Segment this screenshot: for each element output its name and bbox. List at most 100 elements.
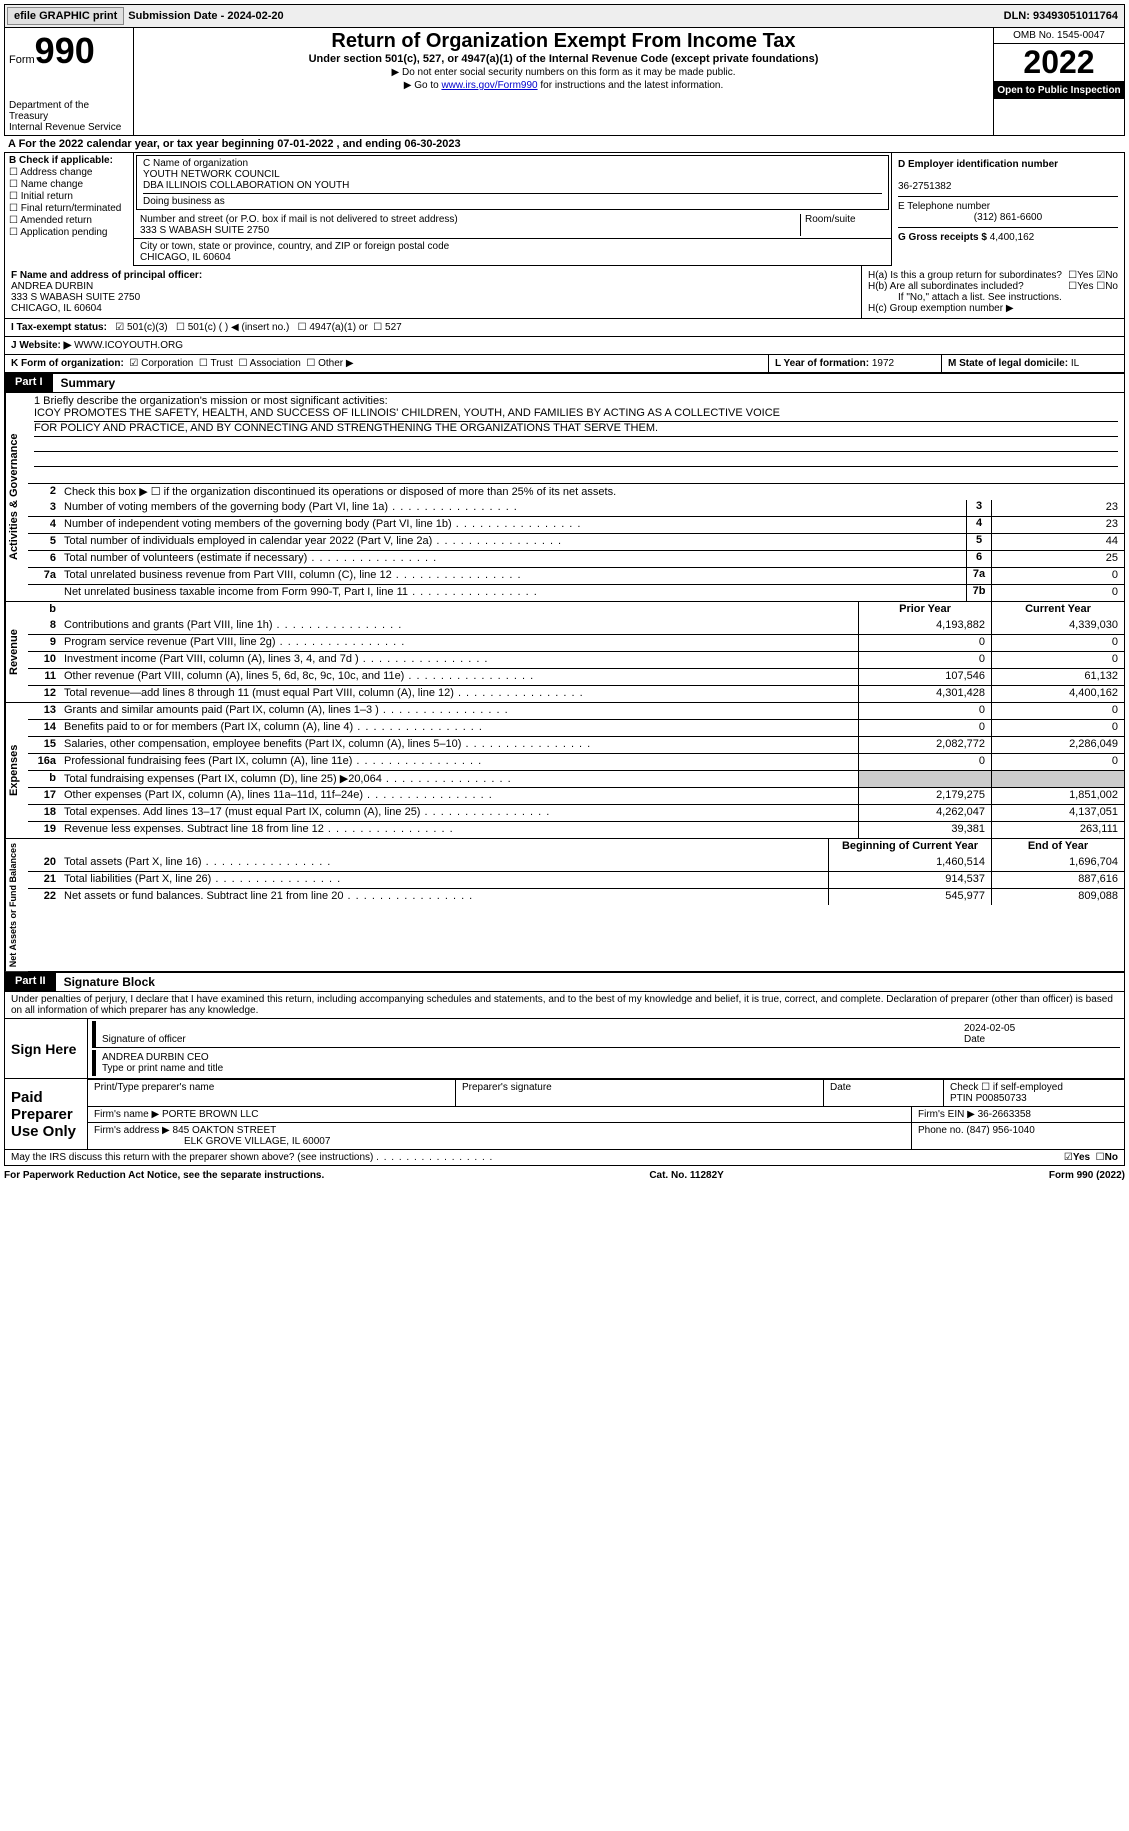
efile-print-button[interactable]: efile GRAPHIC print <box>7 7 124 25</box>
prior-b <box>858 771 991 787</box>
mission-blank-1 <box>34 437 1118 452</box>
chk-amended[interactable]: ☐ Amended return <box>9 215 129 226</box>
line-11: Other revenue (Part VIII, column (A), li… <box>60 669 858 685</box>
curr-12: 4,400,162 <box>991 686 1124 702</box>
line-15: Salaries, other compensation, employee b… <box>60 737 858 753</box>
ein-label: D Employer identification number <box>898 159 1058 170</box>
h-c: H(c) Group exemption number ▶ <box>868 303 1118 314</box>
form-number: 990 <box>35 30 95 72</box>
prior-18: 4,262,047 <box>858 805 991 821</box>
line-9: Program service revenue (Part VIII, line… <box>60 635 858 651</box>
city-value: CHICAGO, IL 60604 <box>140 252 885 263</box>
gov-val-3: 23 <box>991 500 1124 516</box>
prior-11: 107,546 <box>858 669 991 685</box>
form-word: Form <box>9 54 35 66</box>
prep-date-label: Date <box>824 1080 944 1106</box>
h-b-note: If "No," attach a list. See instructions… <box>868 292 1118 303</box>
org-dba: DBA ILLINOIS COLLABORATION ON YOUTH <box>143 180 882 191</box>
curr-17: 1,851,002 <box>991 788 1124 804</box>
submission-date-label: Submission Date - 2024-02-20 <box>128 10 283 22</box>
footer-right: Form 990 (2022) <box>1049 1170 1125 1181</box>
curr-19: 263,111 <box>991 822 1124 838</box>
line-18: Total expenses. Add lines 13–17 (must eq… <box>60 805 858 821</box>
line-20: Total assets (Part X, line 16) <box>60 855 828 871</box>
prior-15: 2,082,772 <box>858 737 991 753</box>
sign-here-label: Sign Here <box>5 1019 88 1078</box>
sig-date-label: Date <box>964 1034 985 1045</box>
sig-name: ANDREA DURBIN CEO <box>102 1052 209 1063</box>
curr-14: 0 <box>991 720 1124 736</box>
curr-8: 4,339,030 <box>991 618 1124 634</box>
hdr-end: End of Year <box>991 839 1124 855</box>
vlabel-governance: Activities & Governance <box>5 393 28 601</box>
prior-12: 4,301,428 <box>858 686 991 702</box>
org-name: YOUTH NETWORK COUNCIL <box>143 169 882 180</box>
curr-22: 809,088 <box>991 889 1124 905</box>
curr-10: 0 <box>991 652 1124 668</box>
curr-11: 61,132 <box>991 669 1124 685</box>
prior-14: 0 <box>858 720 991 736</box>
curr-13: 0 <box>991 703 1124 719</box>
chk-name-change[interactable]: ☐ Name change <box>9 179 129 190</box>
ein-value: 36-2751382 <box>898 181 951 192</box>
chk-address-change[interactable]: ☐ Address change <box>9 167 129 178</box>
gov-line-3: Number of voting members of the governin… <box>60 500 966 516</box>
omb-label: OMB No. 1545-0047 <box>994 28 1124 43</box>
hdr-prior: Prior Year <box>858 602 991 618</box>
prior-21: 914,537 <box>828 872 991 888</box>
discuss-line: May the IRS discuss this return with the… <box>5 1149 1124 1165</box>
line-8: Contributions and grants (Part VIII, lin… <box>60 618 858 634</box>
line-22: Net assets or fund balances. Subtract li… <box>60 889 828 905</box>
line-19: Revenue less expenses. Subtract line 18 … <box>60 822 858 838</box>
chk-final-return[interactable]: ☐ Final return/terminated <box>9 203 129 214</box>
org-name-label: C Name of organization <box>143 158 882 169</box>
part1-title: Summary <box>53 374 124 392</box>
gov-val-7b: 0 <box>991 585 1124 601</box>
footer-mid: Cat. No. 11282Y <box>649 1170 723 1181</box>
calendar-year-line: A For the 2022 calendar year, or tax yea… <box>4 136 1125 153</box>
mission-blank-3 <box>34 467 1118 481</box>
part2-tag: Part II <box>5 973 56 991</box>
prior-10: 0 <box>858 652 991 668</box>
mission-blank-2 <box>34 452 1118 467</box>
prior-8: 4,193,882 <box>858 618 991 634</box>
open-inspection: Open to Public Inspection <box>994 82 1124 99</box>
prep-name-label: Print/Type preparer's name <box>88 1080 456 1106</box>
prior-17: 2,179,275 <box>858 788 991 804</box>
dept-label: Department of the Treasury Internal Reve… <box>9 100 129 133</box>
form-subtitle: Under section 501(c), 527, or 4947(a)(1)… <box>140 53 987 65</box>
officer-name: ANDREA DURBIN <box>11 281 855 292</box>
gov-val-7a: 0 <box>991 568 1124 584</box>
gov-line-7a: Total unrelated business revenue from Pa… <box>60 568 966 584</box>
firm-name: Firm's name ▶ PORTE BROWN LLC <box>88 1107 911 1122</box>
gov-val-6: 25 <box>991 551 1124 567</box>
line-16a: Professional fundraising fees (Part IX, … <box>60 754 858 770</box>
line-10: Investment income (Part VIII, column (A)… <box>60 652 858 668</box>
mission-text-1: ICOY PROMOTES THE SAFETY, HEALTH, AND SU… <box>34 407 1118 422</box>
city-label: City or town, state or province, country… <box>140 241 885 252</box>
mission-text-2: FOR POLICY AND PRACTICE, AND BY CONNECTI… <box>34 422 1118 437</box>
curr-15: 2,286,049 <box>991 737 1124 753</box>
firm-phone: Phone no. (847) 956-1040 <box>911 1123 1124 1149</box>
chk-initial-return[interactable]: ☐ Initial return <box>9 191 129 202</box>
declaration: Under penalties of perjury, I declare th… <box>5 992 1124 1018</box>
gov-line-5: Total number of individuals employed in … <box>60 534 966 550</box>
gross-receipts-label: G Gross receipts $ <box>898 232 990 243</box>
vlabel-revenue: Revenue <box>5 602 28 702</box>
website-row: J Website: ▶ WWW.ICOYOUTH.ORG <box>11 340 183 351</box>
form-header: Form 990 Department of the Treasury Inte… <box>4 28 1125 136</box>
irs-link[interactable]: www.irs.gov/Form990 <box>441 80 537 91</box>
sig-date: 2024-02-05 <box>964 1023 1015 1034</box>
gov-line-7b: Net unrelated business taxable income fr… <box>60 585 966 601</box>
line2: Check this box ▶ ☐ if the organization d… <box>60 484 1124 500</box>
gov-val-5: 44 <box>991 534 1124 550</box>
sig-officer-label: Signature of officer <box>102 1034 186 1045</box>
line-21: Total liabilities (Part X, line 26) <box>60 872 828 888</box>
note-ssn: ▶ Do not enter social security numbers o… <box>140 67 987 78</box>
hdr-current: Current Year <box>991 602 1124 618</box>
dba-label: Doing business as <box>143 196 225 207</box>
chk-app-pending[interactable]: ☐ Application pending <box>9 227 129 238</box>
phone-value: (312) 861-6600 <box>898 212 1118 223</box>
firm-addr: Firm's address ▶ 845 OAKTON STREET ELK G… <box>88 1123 911 1149</box>
tax-exempt-row: I Tax-exempt status: ☑ 501(c)(3) ☐ 501(c… <box>11 322 1118 333</box>
